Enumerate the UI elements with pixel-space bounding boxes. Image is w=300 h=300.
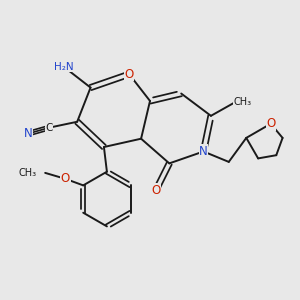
Text: CH₃: CH₃: [19, 168, 37, 178]
Text: N: N: [199, 145, 208, 158]
Text: H₂N: H₂N: [54, 62, 74, 72]
Text: O: O: [151, 184, 160, 196]
Text: C: C: [45, 123, 52, 133]
Text: O: O: [61, 172, 70, 185]
Text: O: O: [266, 117, 275, 130]
Text: N: N: [24, 127, 32, 140]
Text: O: O: [124, 68, 134, 81]
Text: CH₃: CH₃: [234, 98, 252, 107]
